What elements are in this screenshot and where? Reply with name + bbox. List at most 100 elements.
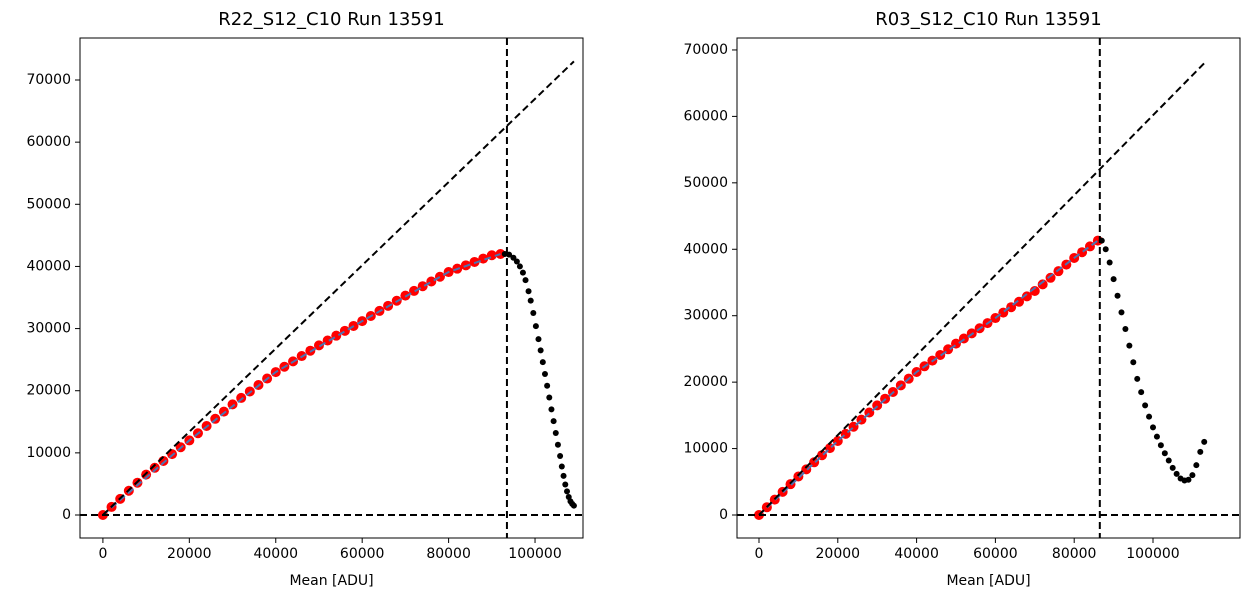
data-point (793, 471, 804, 482)
subplot: R03_S12_C10 Run 13591 Mean [ADU] 0 20000 400… (683, 9, 1241, 589)
data-point (1153, 433, 1160, 440)
y-tick-label: 60000 (683, 108, 728, 124)
data-point (1189, 472, 1196, 479)
plot-area (737, 38, 1240, 538)
chart-title: R03_S12_C10 Run 13591 (875, 9, 1101, 30)
data-point (1165, 457, 1172, 464)
data-point (552, 429, 559, 436)
data-point (1157, 442, 1164, 449)
data-point (532, 323, 539, 330)
data-point (564, 488, 571, 495)
fit-line (102, 253, 501, 516)
data-point (546, 394, 553, 401)
data-point (558, 463, 565, 470)
x-tick-label: 60000 (973, 546, 1018, 562)
x-tick-label: 40000 (894, 546, 939, 562)
x-axis-label: Mean [ADU] (289, 573, 373, 589)
data-point (227, 399, 238, 410)
y-tick-label: 30000 (26, 321, 71, 337)
data-point (1045, 272, 1056, 283)
data-point (409, 285, 420, 296)
data-point (1118, 309, 1125, 316)
x-tick-label: 100000 (508, 546, 561, 562)
data-point (1201, 438, 1208, 445)
data-point (1134, 375, 1141, 382)
subplot: R22_S12_C10 Run 13591 Mean [ADU] 0 20000 400… (26, 9, 584, 589)
x-tick-label: 80000 (426, 546, 471, 562)
y-tick-label: 50000 (26, 196, 71, 212)
data-point (1110, 276, 1117, 283)
data-point (554, 441, 561, 448)
data-point (1014, 296, 1025, 307)
x-axis-label: Mean [ADU] (946, 573, 1030, 589)
fit-line (758, 239, 1099, 516)
data-point (1029, 285, 1040, 296)
data-point (313, 340, 324, 351)
y-tick-label: 10000 (683, 441, 728, 457)
x-tick-label: 20000 (816, 546, 861, 562)
x-tick-label: 0 (755, 546, 764, 562)
fit-line (102, 60, 575, 516)
data-point (1102, 246, 1109, 253)
plot-area (80, 38, 583, 538)
data-point (513, 258, 520, 265)
data-point (495, 249, 506, 260)
data-point (557, 452, 564, 459)
y-tick-label: 10000 (26, 445, 71, 461)
data-point (149, 462, 160, 473)
data-point (1106, 259, 1113, 266)
data-point (1122, 325, 1129, 332)
data-point (1138, 389, 1145, 396)
x-tick-label: 0 (98, 546, 107, 562)
y-tick-label: 0 (62, 507, 71, 523)
data-point (539, 359, 546, 366)
data-point (801, 464, 812, 475)
data-point (516, 263, 523, 270)
data-point (527, 297, 534, 304)
data-point (1021, 291, 1032, 302)
data-point (434, 271, 445, 282)
data-point (1197, 448, 1204, 455)
data-point (519, 269, 526, 276)
data-point (562, 481, 569, 488)
y-tick-label: 60000 (26, 134, 71, 150)
fit-line (758, 62, 1205, 516)
data-point (570, 502, 577, 509)
axes-frame (736, 37, 1241, 539)
data-point (1173, 470, 1180, 477)
data-point (1150, 424, 1157, 431)
data-point (522, 277, 529, 284)
data-point (1037, 279, 1048, 290)
data-point (1130, 359, 1137, 366)
x-tick-label: 60000 (340, 546, 385, 562)
chart-title: R22_S12_C10 Run 13591 (218, 9, 444, 30)
data-point (550, 418, 557, 425)
x-tick-label: 80000 (1052, 546, 1097, 562)
data-point (548, 406, 555, 413)
y-tick-label: 40000 (683, 241, 728, 257)
data-point (1193, 462, 1200, 469)
data-point (537, 347, 544, 354)
data-point (525, 288, 532, 295)
data-point (1185, 476, 1192, 483)
data-point (541, 370, 548, 377)
y-tick-label: 0 (719, 507, 728, 523)
y-tick-label: 40000 (26, 258, 71, 274)
y-tick-label: 70000 (683, 42, 728, 58)
x-tick-label: 20000 (167, 546, 212, 562)
y-tick-label: 70000 (26, 72, 71, 88)
data-point (544, 382, 551, 389)
data-point (1142, 402, 1149, 409)
data-point (1146, 413, 1153, 420)
y-tick-label: 30000 (683, 308, 728, 324)
data-point (1161, 450, 1168, 457)
data-point (1114, 292, 1121, 299)
x-tick-label: 40000 (253, 546, 298, 562)
y-tick-label: 50000 (683, 175, 728, 191)
y-tick-label: 20000 (683, 374, 728, 390)
data-point (1169, 464, 1176, 471)
data-point (530, 310, 537, 317)
y-tick-label: 20000 (26, 383, 71, 399)
data-point (935, 349, 946, 360)
